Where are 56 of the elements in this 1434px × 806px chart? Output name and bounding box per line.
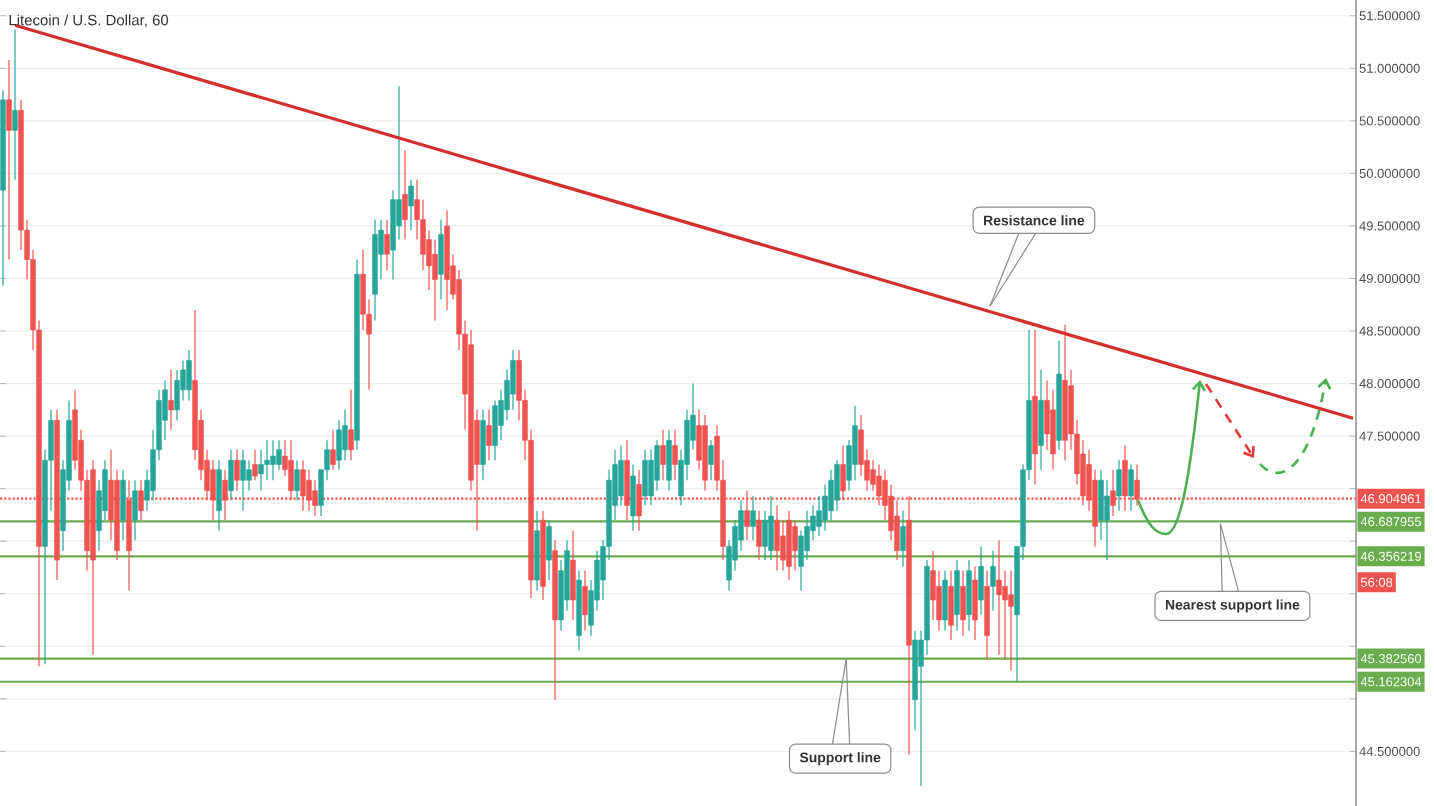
candlestick: [948, 570, 954, 641]
candlestick: [402, 149, 408, 241]
candlestick: [672, 429, 678, 481]
candlestick: [990, 550, 996, 612]
candlestick: [408, 179, 414, 231]
candlestick: [954, 559, 960, 632]
candlestick: [966, 559, 972, 632]
candlestick: [792, 519, 798, 572]
candlestick: [270, 439, 276, 481]
candlestick: [1104, 479, 1110, 561]
candlestick: [486, 409, 492, 461]
candlestick: [1038, 369, 1044, 471]
candlestick: [756, 510, 762, 561]
candlestick: [246, 459, 252, 492]
candlestick: [240, 449, 246, 512]
candlestick: [330, 429, 336, 471]
candlestick: [978, 545, 984, 616]
candlestick: [234, 449, 240, 492]
candlestick: [384, 219, 390, 271]
candlestick: [960, 570, 966, 637]
candlestick: [120, 469, 126, 541]
candlestick: [252, 449, 258, 481]
candlestick: [216, 459, 222, 532]
candlestick: [750, 495, 756, 541]
candlestick: [768, 495, 774, 561]
candlestick: [12, 28, 18, 181]
candlestick: [186, 349, 192, 401]
candlestick: [168, 369, 174, 431]
candlestick: [774, 504, 780, 572]
candlestick: [762, 510, 768, 561]
candlestick: [348, 389, 354, 461]
candlestick: [570, 530, 576, 621]
candlestick: [546, 519, 552, 581]
candlestick: [630, 463, 636, 532]
candlestick: [972, 565, 978, 641]
candlestick: [708, 439, 714, 481]
candlestick: [132, 479, 138, 541]
candlestick: [480, 409, 486, 481]
candlestick: [1116, 459, 1122, 512]
candlestick: [138, 479, 144, 521]
candlestick: [642, 449, 648, 507]
candlestick: [1128, 463, 1134, 512]
candlestick: [582, 570, 588, 632]
candlestick: [900, 510, 906, 568]
candlestick: [786, 510, 792, 581]
candlestick: [660, 429, 666, 481]
candlestick: [996, 539, 1002, 656]
candlestick: [942, 570, 948, 632]
candlestick: [432, 238, 438, 322]
candlestick: [438, 219, 444, 301]
candlestick: [294, 459, 300, 501]
candlestick: [228, 449, 234, 501]
candlestick: [666, 429, 672, 492]
candlestick: [834, 459, 840, 512]
candlestick: [6, 59, 12, 261]
candlestick: [1008, 570, 1014, 672]
